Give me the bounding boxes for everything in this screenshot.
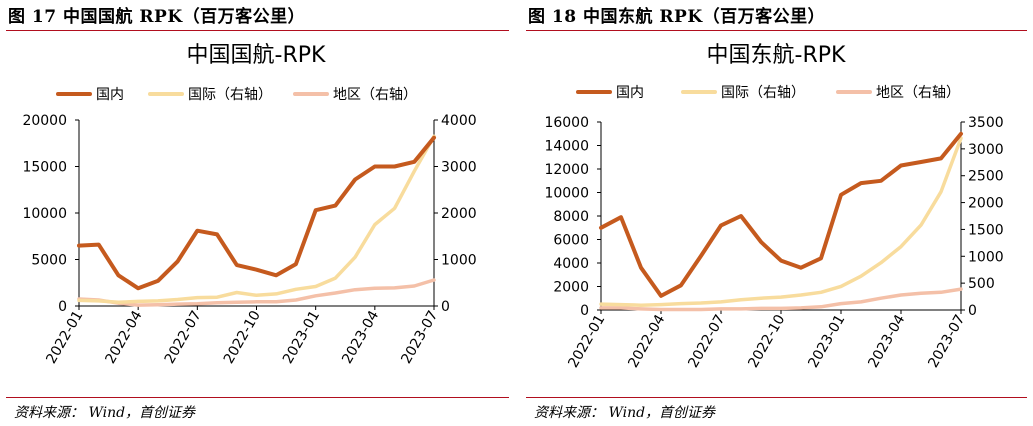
y-tick-label-left: 12000 — [544, 162, 589, 178]
y-tick-label-left: 10000 — [544, 186, 589, 202]
y-tick-label-right: 4000 — [441, 113, 477, 129]
x-tick-label: 2023-04 — [865, 312, 908, 371]
y-tick-label-left: 6000 — [553, 233, 589, 249]
chart-title: 中国东航-RPK — [707, 43, 846, 68]
y-tick-label-right: 0 — [441, 299, 450, 315]
y-tick-label-left: 15000 — [22, 160, 67, 176]
x-tick-label: 2023-01 — [805, 312, 848, 371]
legend-label: 地区（右轴） — [333, 87, 417, 103]
series-line-international — [77, 134, 436, 305]
x-tick-label: 2022-04 — [103, 308, 146, 367]
y-tick-label-right: 0 — [968, 303, 977, 319]
y-tick-label-left: 16000 — [544, 115, 589, 131]
y-tick-label-right: 2000 — [968, 196, 1004, 212]
legend-label: 国内 — [96, 87, 124, 103]
figure-label: 图 18 中国东航 RPK（百万客公里） — [528, 7, 826, 27]
series-line-regional — [599, 287, 963, 312]
legend-label: 地区（右轴） — [876, 85, 960, 101]
series-line-domestic — [77, 135, 436, 291]
x-tick-label: 2022-01 — [565, 312, 608, 371]
figure-label: 图 17 中国国航 RPK（百万客公里） — [8, 7, 306, 27]
header-rule — [526, 30, 1027, 31]
y-tick-label-right: 1000 — [441, 253, 477, 269]
chart-svg: 中国东航-RPK 国内 国际（右轴） 地区（右轴） 0 2000 4000 6000 8000 1… — [544, 43, 1004, 371]
x-tick-label: 2023-07 — [925, 312, 968, 371]
chart-title: 中国国航-RPK — [187, 43, 326, 68]
legend-label: 国际（右轴） — [188, 87, 272, 103]
y-tick-label-left: 10000 — [22, 206, 67, 222]
series-line-regional — [77, 278, 436, 307]
x-tick-label: 2023-07 — [398, 308, 441, 367]
header-rule — [6, 30, 509, 31]
x-tick-label: 2022-01 — [43, 308, 86, 367]
y-tick-label-left: 8000 — [553, 209, 589, 225]
legend-label: 国内 — [616, 85, 644, 101]
y-tick-label-left: 0 — [580, 303, 589, 319]
series-line-international — [599, 136, 963, 307]
x-tick-label: 2022-10 — [221, 308, 264, 367]
series-line-domestic — [599, 131, 963, 298]
x-tick-label: 2022-10 — [745, 312, 788, 371]
y-tick-label-left: 4000 — [553, 256, 589, 272]
y-tick-label-right: 3000 — [441, 160, 477, 176]
y-tick-label-right: 500 — [968, 276, 995, 292]
y-tick-label-left: 5000 — [31, 253, 67, 269]
y-tick-label-right: 1000 — [968, 249, 1004, 265]
footer-rule — [526, 397, 1027, 398]
figure-18-panel: 图 18 中国东航 RPK（百万客公里） 中国东航-RPK 国内 国际（右轴） 地区（… — [520, 0, 1033, 426]
y-tick-label-right: 3000 — [968, 142, 1004, 158]
y-tick-label-right: 1500 — [968, 222, 1004, 238]
x-tick-label: 2023-01 — [280, 308, 323, 367]
footer-rule — [6, 397, 509, 398]
x-tick-label: 2022-07 — [685, 312, 728, 371]
y-tick-label-left: 20000 — [22, 113, 67, 129]
x-tick-label: 2023-04 — [339, 308, 382, 367]
y-tick-label-right: 3500 — [968, 115, 1004, 131]
x-tick-label: 2022-04 — [625, 312, 668, 371]
legend-label: 国际（右轴） — [721, 85, 805, 101]
source-note: 资料来源： Wind，首创证券 — [534, 405, 716, 421]
y-tick-label-right: 2500 — [968, 169, 1004, 185]
y-tick-label-right: 2000 — [441, 206, 477, 222]
y-tick-label-left: 2000 — [553, 280, 589, 296]
source-note: 资料来源： Wind，首创证券 — [14, 405, 196, 421]
figure-17-panel: 图 17 中国国航 RPK（百万客公里） 中国国航-RPK 国内 国际（右轴） 地区（… — [0, 0, 515, 426]
y-tick-label-left: 14000 — [544, 139, 589, 155]
x-tick-label: 2022-07 — [162, 308, 205, 367]
y-tick-label-left: 0 — [58, 299, 67, 315]
